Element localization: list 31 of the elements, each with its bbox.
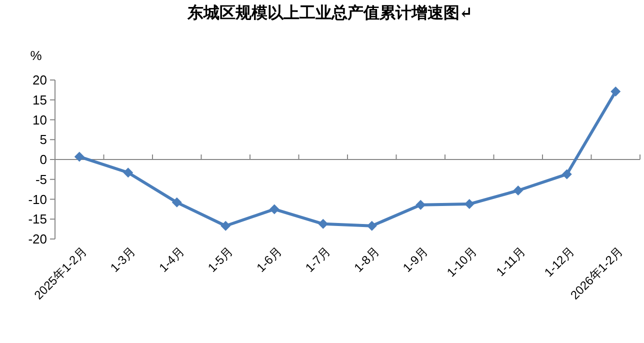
- point: [610, 86, 621, 97]
- point: [123, 168, 134, 178]
- y-tick-label: -20: [28, 232, 47, 246]
- x-tick-label: 1-7月: [302, 244, 334, 275]
- chart-title: 东城区规模以上工业总产值累计增速图↵: [186, 3, 473, 22]
- point: [74, 152, 84, 162]
- point: [366, 220, 377, 231]
- y-tick-label: 0: [40, 152, 47, 167]
- y-tick-label: -10: [28, 192, 47, 207]
- x-tick-label: 1-6月: [254, 244, 284, 275]
- point: [464, 199, 474, 210]
- y-tick-label: -5: [35, 172, 47, 187]
- point: [562, 169, 572, 180]
- point: [220, 220, 231, 231]
- x-tick-label: 1-8月: [351, 244, 382, 275]
- y-tick-label: 20: [32, 72, 47, 88]
- x-tick-label: 1-5月: [205, 244, 236, 275]
- point: [172, 197, 182, 208]
- x-tick-label: 1-3月: [108, 244, 138, 275]
- x-tick-label: 1-9月: [400, 244, 431, 275]
- y-tick-label: 15: [32, 92, 47, 108]
- y-tick-label: -15: [28, 212, 47, 227]
- point: [318, 218, 328, 229]
- y-tick-label: 5: [40, 132, 47, 148]
- point: [269, 204, 280, 214]
- point: [513, 186, 524, 196]
- point: [416, 200, 426, 210]
- y-tick-label: 10: [32, 112, 47, 128]
- y-axis-title: %: [30, 48, 42, 63]
- x-tick-label: 1-11月: [494, 244, 528, 279]
- x-tick-label: 1-4月: [156, 244, 187, 275]
